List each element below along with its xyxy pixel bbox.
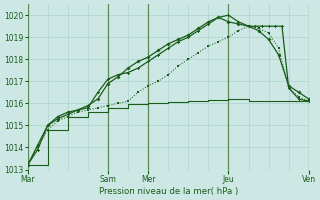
X-axis label: Pression niveau de la mer( hPa ): Pression niveau de la mer( hPa ) bbox=[99, 187, 238, 196]
